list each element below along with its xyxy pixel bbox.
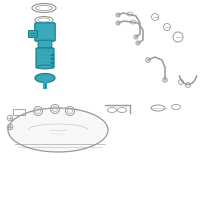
Bar xyxy=(51,58,54,60)
FancyBboxPatch shape xyxy=(36,48,54,68)
Bar xyxy=(51,53,54,56)
Ellipse shape xyxy=(38,65,52,69)
Bar xyxy=(51,62,54,64)
FancyBboxPatch shape xyxy=(38,40,52,48)
Polygon shape xyxy=(8,108,108,152)
FancyBboxPatch shape xyxy=(29,30,38,38)
Bar xyxy=(13,109,25,115)
Ellipse shape xyxy=(35,73,55,82)
FancyBboxPatch shape xyxy=(35,23,55,41)
